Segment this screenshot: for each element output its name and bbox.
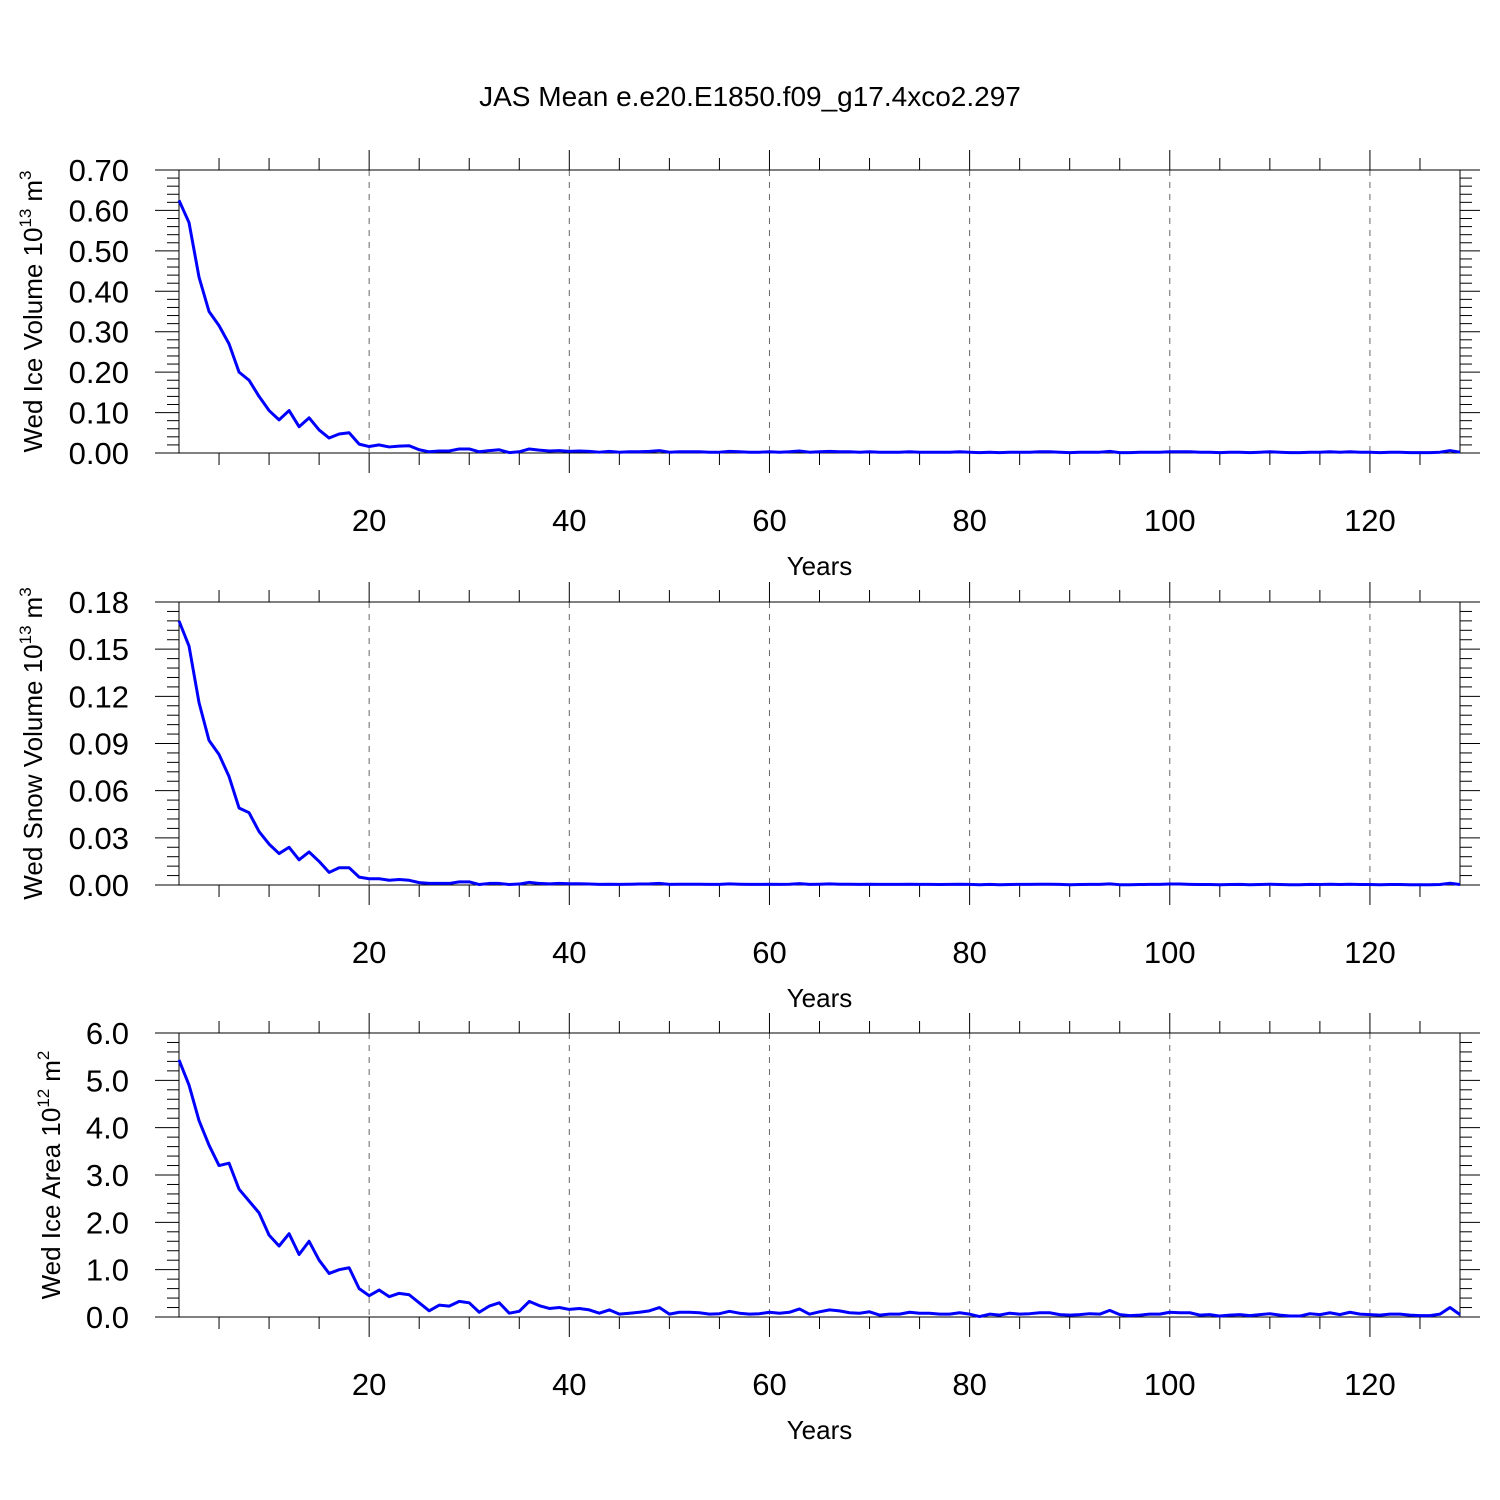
y-label-unit-exponent: 2	[34, 1051, 53, 1060]
y-tick-label: 0.50	[69, 234, 129, 269]
y-label-text: Wed Snow Volume 10	[18, 644, 48, 899]
plot-frame	[178, 169, 1461, 454]
data-line	[177, 199, 1461, 455]
y-label-text: Wed Ice Area 10	[36, 1108, 66, 1300]
y-tick-label: 0.30	[69, 315, 129, 350]
y-tick-label: 0.60	[69, 193, 129, 228]
y-tick-label: 4.0	[86, 1111, 129, 1146]
y-label-unit: m	[18, 597, 48, 619]
y-tick-label: 0.10	[69, 396, 129, 431]
x-tick-label: 60	[752, 935, 786, 970]
y-tick-label: 2.0	[86, 1205, 129, 1240]
x-axis-label: Years	[787, 551, 853, 581]
x-axis-label: Years	[787, 1415, 853, 1445]
x-tick-label: 100	[1144, 503, 1196, 538]
y-tick-label: 1.0	[86, 1253, 129, 1288]
x-tick-label: 120	[1344, 935, 1396, 970]
y-tick-label: 0.12	[69, 679, 129, 714]
y-label-exponent: 12	[34, 1089, 53, 1108]
data-line	[177, 1059, 1461, 1319]
x-tick-label: 100	[1144, 935, 1196, 970]
x-tick-label: 40	[552, 935, 586, 970]
y-label-exponent: 13	[16, 625, 35, 644]
y-label-unit-exponent: 3	[16, 587, 35, 596]
y-tick-label: 0.00	[69, 868, 129, 903]
x-tick-label: 80	[952, 503, 986, 538]
y-axis-label: Wed Ice Volume 1013 m3	[16, 170, 48, 452]
plot-frame	[178, 1032, 1461, 1318]
y-label-text: Wed Ice Volume 10	[18, 228, 48, 453]
x-tick-label: 80	[952, 1367, 986, 1402]
y-tick-label: 0.40	[69, 274, 129, 309]
y-tick-label: 0.00	[69, 436, 129, 471]
x-tick-label: 100	[1144, 1367, 1196, 1402]
y-tick-label: 0.70	[69, 153, 129, 188]
plot-frame	[178, 601, 1461, 886]
x-tick-label: 120	[1344, 503, 1396, 538]
x-tick-label: 40	[552, 503, 586, 538]
y-tick-label: 3.0	[86, 1158, 129, 1193]
y-label-unit: m	[36, 1060, 66, 1082]
y-tick-label: 6.0	[86, 1016, 129, 1051]
y-label-unit-exponent: 3	[16, 170, 35, 179]
y-tick-label: 0.20	[69, 355, 129, 390]
y-tick-label: 0.06	[69, 774, 129, 809]
y-label-unit: m	[18, 180, 48, 202]
y-tick-label: 0.0	[86, 1300, 129, 1335]
x-tick-label: 60	[752, 1367, 786, 1402]
y-axis-label: Wed Snow Volume 1013 m3	[16, 587, 48, 899]
x-tick-label: 60	[752, 503, 786, 538]
y-tick-label: 0.03	[69, 821, 129, 856]
x-tick-label: 20	[352, 935, 386, 970]
y-label-exponent: 13	[16, 209, 35, 228]
y-tick-label: 0.09	[69, 727, 129, 762]
y-tick-label: 5.0	[86, 1063, 129, 1098]
x-tick-label: 40	[552, 1367, 586, 1402]
y-axis-label: Wed Ice Area 1012 m2	[34, 1051, 66, 1300]
x-tick-label: 20	[352, 1367, 386, 1402]
data-line	[177, 620, 1461, 887]
y-tick-label: 0.18	[69, 585, 129, 620]
x-tick-label: 80	[952, 935, 986, 970]
figure-title: JAS Mean e.e20.E1850.f09_g17.4xco2.297	[479, 81, 1021, 112]
x-axis-label: Years	[787, 983, 853, 1013]
x-tick-label: 20	[352, 503, 386, 538]
y-tick-label: 0.15	[69, 632, 129, 667]
x-tick-label: 120	[1344, 1367, 1396, 1402]
